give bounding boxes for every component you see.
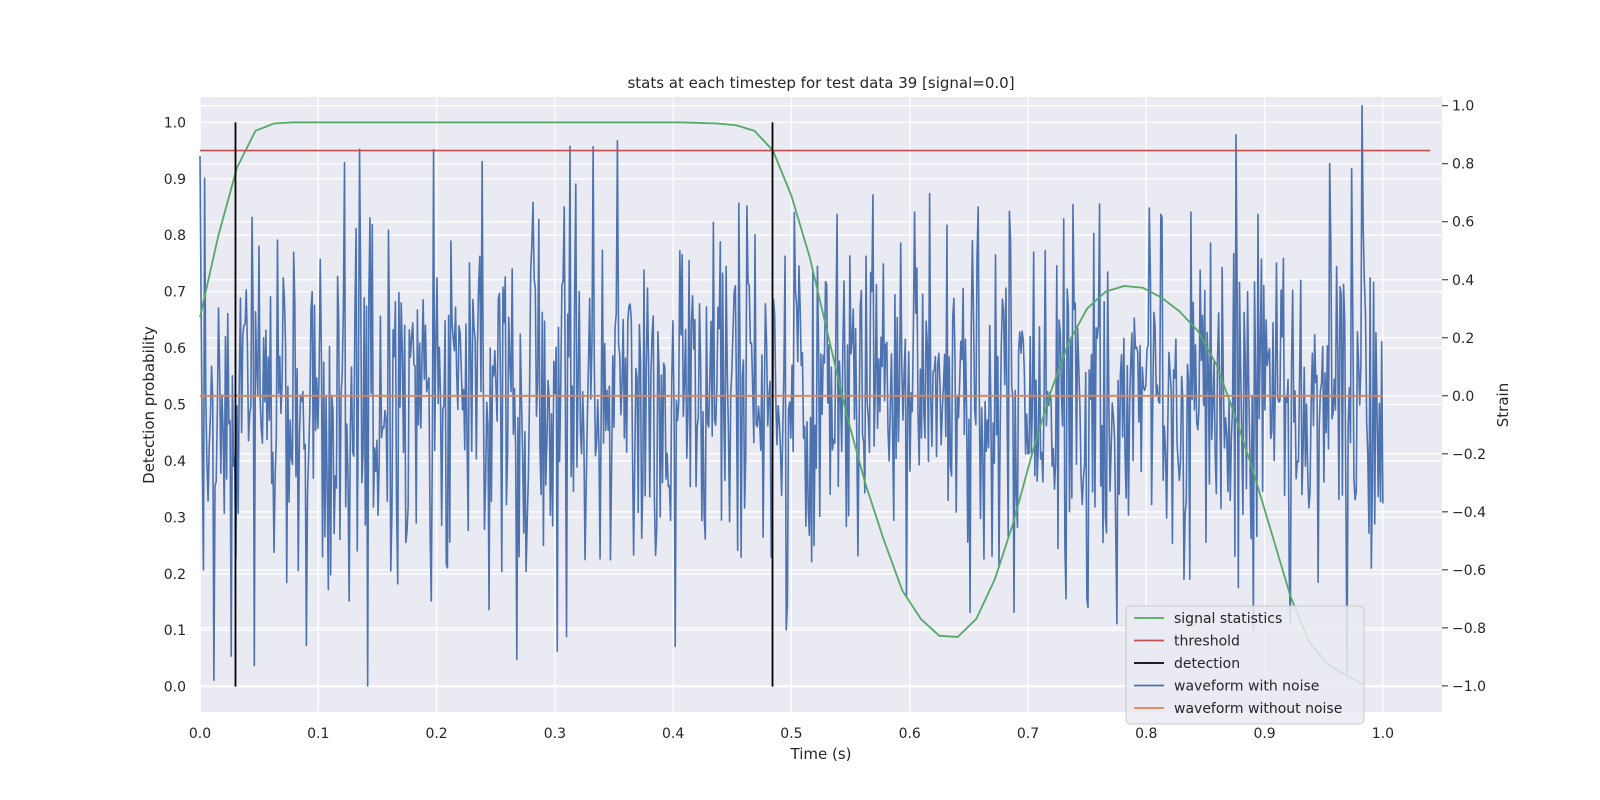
x-tick-label-5: 0.5 [780,726,802,742]
x-tick-label-8: 0.8 [1135,726,1157,742]
y-tick-label-1: 0.1 [164,623,186,639]
x-axis-label: Time (s) [790,745,852,763]
axes-layer: 0.0 0.1 0.2 0.3 0.4 0.5 0.6 0.7 0.8 0.9 1.0 0.0 0.1 0… [164,99,1486,742]
legend-label-3: waveform with noise [1174,679,1319,695]
y-tick-label-7: 0.7 [164,285,186,301]
chart-title: stats at each timestep for test data 39 … [627,74,1014,92]
y2-tick-label-2: −0.6 [1452,563,1486,579]
y-tick-label-8: 0.8 [164,228,186,244]
y2-tick-label-6: 0.2 [1452,331,1474,347]
y-tick-label-9: 0.9 [164,172,186,188]
y2-tick-label-1: −0.8 [1452,621,1486,637]
series-layer [199,104,1431,687]
y-tick-label-3: 0.3 [164,510,186,526]
y-tick-label-10: 1.0 [164,115,186,131]
x-tick-label-6: 0.6 [899,726,921,742]
y2-tick-label-5: 0.0 [1452,389,1474,405]
series-signal-statistics [199,121,1365,686]
legend-box [1125,605,1365,725]
series-waveform-with-noise [199,104,1384,687]
y2-tick-label-8: 0.6 [1452,215,1474,231]
x-tick-label-7: 0.7 [1017,726,1039,742]
y-tick-label-2: 0.2 [164,567,186,583]
legend-label-4: waveform without noise [1174,701,1342,717]
x-tick-label-10: 1.0 [1372,726,1394,742]
y2-tick-label-9: 0.8 [1452,157,1474,173]
x-tick-label-2: 0.2 [425,726,447,742]
y2-axis-label: Strain [1494,383,1512,427]
y2-tick-label-4: −0.2 [1452,447,1486,463]
x-tick-label-1: 0.1 [307,726,329,742]
y-tick-label-4: 0.4 [164,454,186,470]
x-tick-label-9: 0.9 [1253,726,1275,742]
x-tick-label-3: 0.3 [544,726,566,742]
legend-label-1: threshold [1174,634,1240,650]
y-tick-label-6: 0.6 [164,341,186,357]
y2-tick-label-3: −0.4 [1452,505,1486,521]
x-tick-label-0: 0.0 [189,726,211,742]
y-axis-label: Detection probability [140,326,158,484]
legend-label-0: signal statistics [1174,611,1282,627]
y-tick-label-5: 0.5 [164,398,186,414]
legend: signal statistics threshold detection wavef… [1125,605,1365,725]
y-tick-label-0: 0.0 [164,680,186,696]
y2-tick-label-10: 1.0 [1452,99,1474,115]
y2-tick-label-7: 0.4 [1452,273,1474,289]
legend-label-2: detection [1174,656,1240,672]
y2-tick-label-0: −1.0 [1452,679,1486,695]
x-tick-label-4: 0.4 [662,726,684,742]
